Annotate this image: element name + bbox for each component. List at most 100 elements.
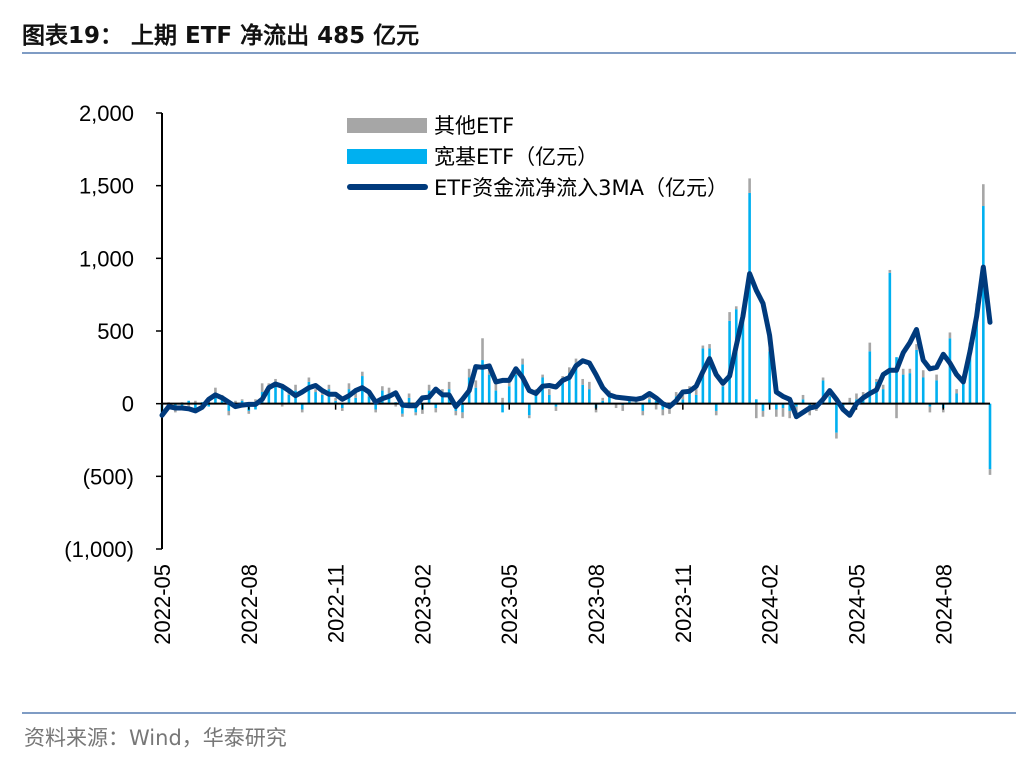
bar-other bbox=[474, 380, 478, 388]
bar-other bbox=[941, 408, 945, 413]
bar-broad bbox=[908, 373, 912, 404]
bar-broad bbox=[921, 377, 925, 404]
bar-broad bbox=[527, 403, 531, 416]
bar-other bbox=[307, 377, 311, 382]
bar-other bbox=[868, 342, 872, 352]
bar-other bbox=[414, 412, 418, 416]
legend-swatch-other bbox=[347, 118, 427, 133]
x-tick-label: 2023-11 bbox=[671, 564, 696, 643]
title-rule bbox=[22, 52, 1016, 54]
bar-other bbox=[734, 306, 738, 310]
bar-other bbox=[795, 406, 798, 413]
bar-broad bbox=[935, 380, 938, 404]
bar-other bbox=[674, 392, 678, 397]
bar-other bbox=[247, 410, 251, 414]
bar-broad bbox=[207, 403, 211, 407]
bar-broad bbox=[240, 400, 244, 404]
bar-broad bbox=[835, 403, 838, 433]
bar-broad bbox=[608, 394, 611, 404]
bar-broad bbox=[641, 403, 645, 411]
source-note: 资料来源：Wind，华泰研究 bbox=[24, 726, 287, 750]
bar-other bbox=[928, 406, 932, 413]
bar-broad bbox=[895, 357, 898, 404]
bar-other bbox=[601, 397, 605, 401]
bar-broad bbox=[961, 378, 965, 404]
bar-other bbox=[855, 393, 858, 400]
bar-broad bbox=[507, 386, 511, 404]
bar-broad bbox=[628, 399, 631, 404]
bar-other bbox=[821, 377, 825, 381]
legend-swatch-broad bbox=[347, 149, 427, 164]
bar-other bbox=[434, 408, 438, 413]
bars-layer bbox=[160, 178, 992, 475]
bar-broad bbox=[828, 396, 832, 404]
axes-layer: 2,000 1,500 1,000 500 0 (500) (1,000) 2022-05 20… bbox=[64, 101, 990, 645]
chart-title: 图表19： 上期 ETF 净流出 485 亿元 bbox=[22, 23, 420, 49]
bar-other bbox=[407, 393, 411, 398]
bar-broad bbox=[541, 377, 544, 404]
bar-other bbox=[581, 378, 584, 385]
bar-other bbox=[354, 390, 357, 398]
bar-other bbox=[501, 397, 504, 404]
bar-broad bbox=[554, 403, 558, 407]
bar-other bbox=[694, 389, 698, 395]
bar-broad bbox=[407, 397, 411, 404]
bar-other bbox=[808, 408, 812, 416]
bar-broad bbox=[374, 403, 377, 410]
bar-broad bbox=[568, 373, 571, 404]
bar-other bbox=[848, 397, 852, 403]
bar-broad bbox=[681, 399, 685, 404]
bar-broad bbox=[401, 403, 404, 414]
bar-broad bbox=[648, 399, 651, 404]
bar-broad bbox=[948, 338, 952, 404]
bar-broad bbox=[901, 374, 905, 404]
bar-broad bbox=[728, 320, 731, 404]
bar-broad bbox=[547, 394, 551, 404]
bar-other bbox=[541, 374, 544, 378]
bar-other bbox=[174, 409, 177, 413]
x-tick-label: 2024-05 bbox=[844, 564, 869, 645]
bar-other bbox=[641, 410, 645, 416]
x-tick-label: 2024-08 bbox=[931, 564, 956, 645]
bar-other bbox=[554, 406, 558, 411]
bar-other bbox=[340, 408, 344, 411]
bar-other bbox=[361, 371, 364, 377]
x-tick-label: 2024-02 bbox=[758, 564, 783, 645]
ma-line bbox=[159, 264, 993, 420]
y-tick-label: 2,000 bbox=[79, 101, 134, 126]
bar-broad bbox=[474, 387, 478, 404]
bar-other bbox=[835, 432, 838, 439]
bar-other bbox=[521, 358, 524, 365]
bar-other bbox=[988, 469, 992, 475]
bar-broad bbox=[487, 374, 491, 404]
bar-other bbox=[614, 403, 618, 409]
bar-broad bbox=[314, 392, 317, 404]
bar-other bbox=[234, 400, 237, 404]
bar-other bbox=[527, 415, 531, 419]
bar-broad bbox=[928, 403, 932, 407]
bar-other bbox=[621, 405, 625, 411]
bar-broad bbox=[748, 192, 751, 404]
bar-broad bbox=[300, 403, 304, 410]
y-tick-label: 1,500 bbox=[79, 174, 134, 199]
bar-broad bbox=[588, 389, 591, 404]
legend-label-broad: 宽基ETF（亿元） bbox=[434, 145, 598, 169]
bar-other bbox=[875, 378, 878, 382]
bar-broad bbox=[534, 393, 538, 404]
bar-other bbox=[467, 368, 471, 378]
bar-broad bbox=[187, 400, 191, 404]
legend-label-other: 其他ETF bbox=[434, 114, 514, 138]
bar-other bbox=[314, 389, 317, 393]
bar-other bbox=[387, 387, 391, 394]
y-tick-label: 500 bbox=[97, 319, 134, 344]
bar-broad bbox=[801, 399, 805, 404]
bar-other bbox=[240, 399, 244, 401]
bar-other bbox=[374, 409, 377, 413]
bar-other bbox=[421, 409, 424, 414]
bar-broad bbox=[227, 403, 231, 411]
bar-broad bbox=[968, 349, 972, 404]
y-tick-label: (1,000) bbox=[64, 537, 134, 562]
bar-broad bbox=[982, 206, 985, 404]
bar-other bbox=[381, 386, 384, 391]
bar-other bbox=[594, 408, 598, 413]
